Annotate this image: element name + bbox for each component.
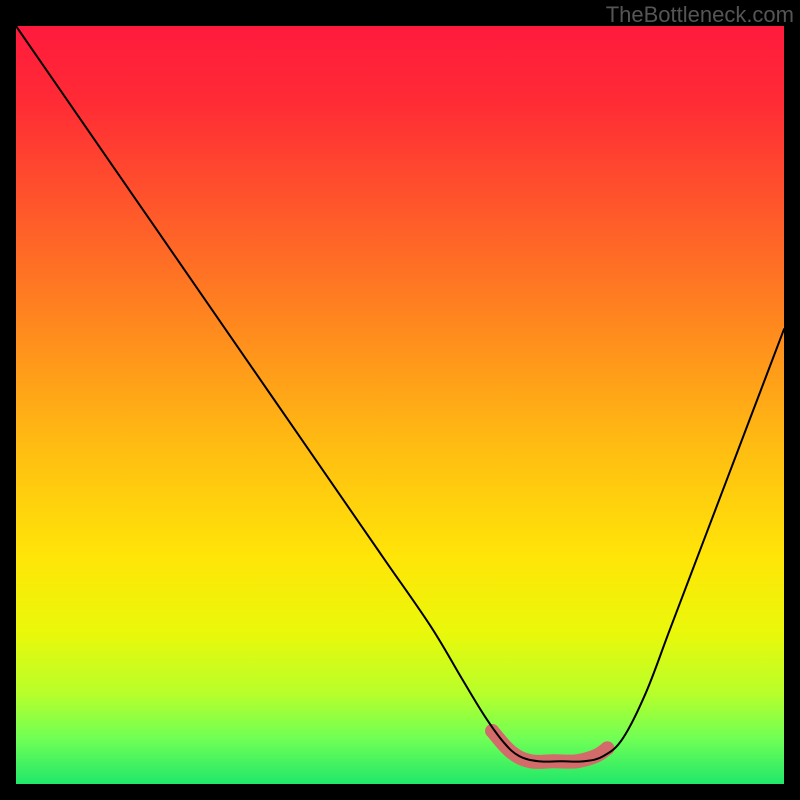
chart-container: TheBottleneck.com bbox=[0, 0, 800, 800]
watermark-text: TheBottleneck.com bbox=[606, 2, 794, 28]
gradient-background bbox=[16, 26, 784, 784]
bottleneck-chart bbox=[0, 0, 800, 800]
